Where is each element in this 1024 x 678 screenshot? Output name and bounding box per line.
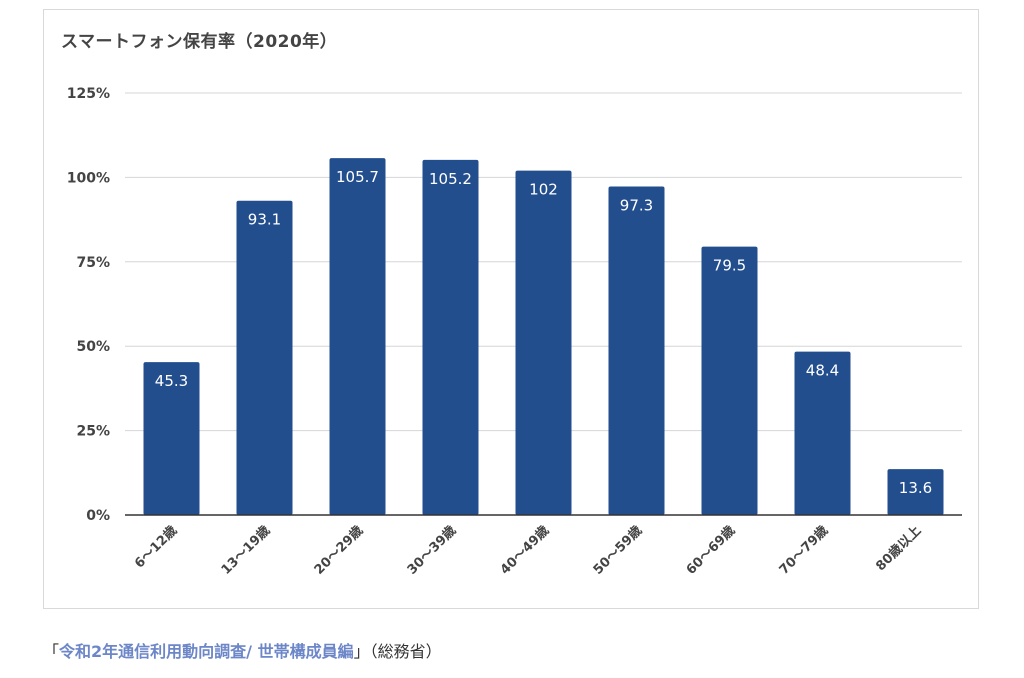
- bar: [329, 158, 386, 515]
- chart-title: スマートフォン保有率（2020年）: [61, 32, 338, 52]
- x-tick-label: 30～39歳: [404, 523, 459, 578]
- data-label: 105.7: [336, 168, 379, 186]
- y-tick-label: 125%: [67, 86, 110, 102]
- caption-open-bracket: 「: [43, 642, 60, 661]
- y-tick-label: 0%: [86, 508, 110, 524]
- data-label: 79.5: [713, 257, 746, 275]
- bar: [236, 200, 293, 515]
- bar: [515, 170, 572, 515]
- bar: [143, 362, 200, 515]
- bar: [608, 186, 665, 515]
- chart-card: スマートフォン保有率（2020年） 0% 25% 50% 75% 100% 125% 45.…: [43, 9, 979, 609]
- x-tick-label: 6～12歳: [131, 523, 180, 572]
- bar: [887, 469, 944, 515]
- data-label: 48.4: [806, 362, 839, 380]
- y-tick-label: 50%: [76, 339, 110, 355]
- y-tick-label: 100%: [67, 170, 110, 186]
- bar: [701, 246, 758, 515]
- y-tick-label: 25%: [76, 424, 110, 440]
- data-label: 45.3: [155, 372, 188, 390]
- data-label: 105.2: [429, 170, 472, 188]
- x-tick-label: 60～69歳: [683, 523, 738, 578]
- data-label: 97.3: [620, 197, 653, 215]
- caption-close-bracket: 」: [353, 642, 370, 661]
- bar: [422, 159, 479, 516]
- x-tick-label: 40～49歳: [497, 523, 552, 578]
- x-tick-label: 50～59歳: [590, 523, 645, 578]
- data-label: 102: [529, 181, 558, 199]
- x-tick-label: 70～79歳: [776, 523, 831, 578]
- x-tick-label: 80歳以上: [873, 523, 925, 575]
- source-caption: 「令和2年通信利用動向調査/ 世帯構成員編」（総務省）: [43, 638, 442, 662]
- caption-source-org: （総務省）: [369, 642, 442, 661]
- x-tick-label: 13～19歳: [218, 523, 273, 578]
- y-tick-label: 75%: [76, 255, 110, 271]
- source-link[interactable]: 令和2年通信利用動向調査/ 世帯構成員編: [59, 642, 354, 661]
- x-tick-label: 20～29歳: [311, 523, 366, 578]
- data-label: 13.6: [899, 479, 932, 497]
- bar-chart: 0% 25% 50% 75% 100% 125% 45.3 6～12歳 93.1 13～19歳 10…: [67, 86, 962, 578]
- bar: [794, 351, 851, 515]
- data-label: 93.1: [248, 211, 281, 229]
